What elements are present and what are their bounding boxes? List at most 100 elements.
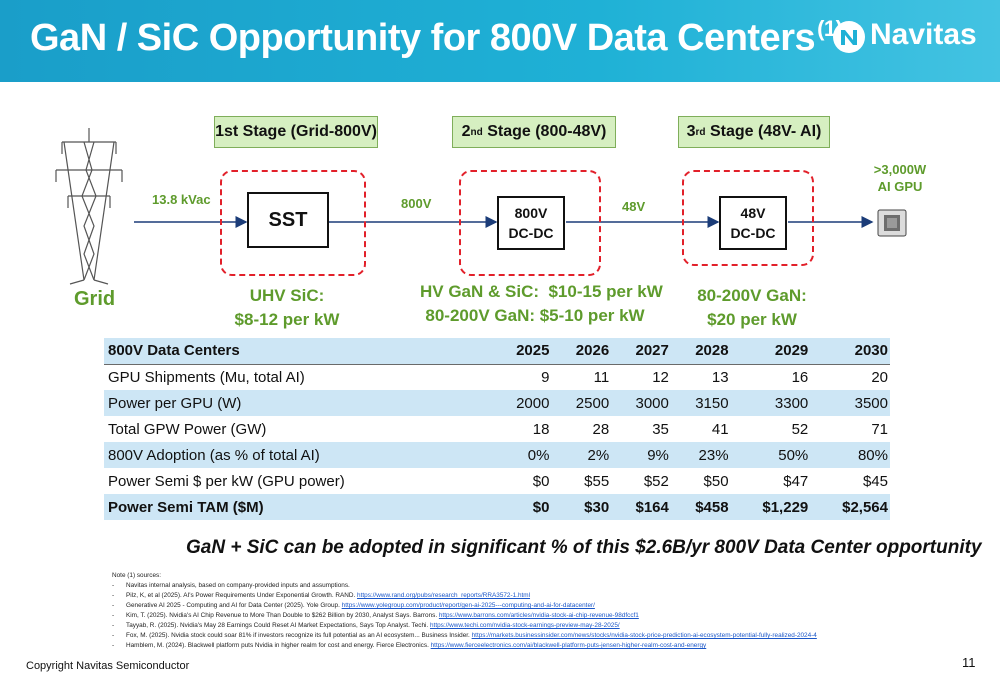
table-cell: 2000	[491, 390, 552, 416]
dc-dc-800v-block: 800V DC-DC	[497, 196, 565, 250]
table-cell: 80%	[810, 442, 890, 468]
stage-3-opportunity-line1: 80-200V GaN:	[697, 286, 807, 305]
dc-dc-48v-line2: DC-DC	[730, 225, 776, 241]
stage-2-ordinal: nd	[470, 126, 483, 138]
note-item: - Fox, M. (2025). Nvidia stock could soar…	[112, 632, 817, 639]
table-cell: $164	[611, 494, 671, 520]
table-cell: 0%	[491, 442, 552, 468]
sst-label: SST	[268, 208, 308, 231]
note-text: Generative AI 2025 - Computing and AI fo…	[126, 602, 342, 609]
stage-2-number: 2	[461, 123, 471, 140]
note-text: Navitas internal analysis, based on comp…	[126, 582, 350, 589]
note-link[interactable]: https://www.yolegroup.com/product/report…	[341, 602, 595, 609]
stage-2-opportunity-line2: 80-200V GaN: $5-10 per kW	[425, 306, 645, 325]
table-cell: 800V Adoption (as % of total AI)	[104, 442, 492, 468]
table-cell: 13	[711, 368, 729, 386]
table-cell: 35	[652, 420, 669, 438]
table-cell: 20	[871, 368, 888, 386]
table-cell: $1,229	[730, 494, 811, 520]
note-item: - Generative AI 2025 - Computing and AI f…	[112, 602, 595, 609]
table-row: GPU Shipments (Mu, total AI) 9 11 12 13 …	[104, 364, 890, 390]
table-cell: $55	[584, 472, 610, 490]
stage-1-label: 1st Stage (Grid-800V)	[214, 116, 378, 148]
table-cell: 41	[711, 420, 729, 438]
stage-1-label-text: 1st Stage (Grid-800V)	[215, 123, 377, 140]
stage-3-label-text: Stage (48V- AI)	[705, 123, 822, 140]
table-header-cell: 2025	[491, 338, 552, 364]
note-text: Kim, T. (2025). Nvidia's AI Chip Revenue…	[126, 612, 439, 619]
note-link[interactable]: https://www.techi.com/nvidia-stock-earni…	[429, 622, 620, 629]
gpu-power-line2: AI GPU	[877, 179, 923, 194]
note-text: Hamblem, M. (2024). Blackwell platform p…	[126, 642, 431, 649]
table-cell: 9	[541, 368, 550, 386]
table-header-cell: 2028	[670, 338, 731, 364]
gpu-power-label: >3,000W AI GPU	[868, 161, 932, 195]
notes-title: Note (1) sources:	[112, 572, 162, 579]
table-cell: $30	[551, 494, 612, 520]
source-notes: Note (1) sources: - Navitas internal anal…	[112, 571, 817, 651]
note-item: - Pilz, K, et al (2025). AI's Power Requi…	[112, 592, 531, 599]
note-link[interactable]: https://www.fierceelectronics.com/ai/bla…	[430, 642, 707, 649]
note-item: - Navitas internal analysis, based on com…	[112, 582, 350, 589]
table-row: Power per GPU (W) 2000 2500 3000 3150 33…	[104, 390, 890, 416]
stage-2-boundary	[459, 170, 601, 276]
stage-3-boundary	[682, 170, 814, 266]
stage-2-opportunity: HV GaN & SiC: $10-15 per kW 80-200V GaN:…	[420, 280, 663, 328]
table-cell: $0	[491, 494, 552, 520]
note-item: - Kim, T. (2025). Nvidia's AI Chip Revenu…	[112, 612, 639, 619]
page-title-text: GaN / SiC Opportunity for 800V Data Cent…	[30, 17, 816, 59]
table-cell: 9%	[611, 442, 671, 468]
gpu-power-line1: >3,000W	[873, 162, 927, 177]
table-total-row: Power Semi TAM ($M) $0 $30 $164 $458 $1,…	[104, 494, 890, 520]
stage-3-number: 3	[686, 123, 696, 140]
dc-dc-800v-line2: DC-DC	[508, 225, 554, 241]
bus-800v-label: 800V	[401, 196, 432, 211]
table-cell: $2,564	[810, 494, 890, 520]
sst-block: SST	[247, 192, 329, 248]
dc-dc-48v-block: 48V DC-DC	[719, 196, 787, 250]
table-cell: $0	[532, 472, 550, 490]
stage-1-opportunity: UHV SiC: $8-12 per kW	[212, 284, 362, 332]
power-flow-diagram	[55, 128, 907, 285]
copyright: Copyright Navitas Semiconductor	[26, 660, 190, 672]
table-header-row: 800V Data Centers 2025 2026 2027 2028 20…	[104, 338, 890, 364]
key-takeaway: GaN + SiC can be adopted in significant …	[186, 537, 982, 558]
note-link[interactable]: https://markets.businessinsider.com/news…	[471, 632, 817, 639]
table-cell: $47	[783, 472, 809, 490]
table-cell: 3150	[670, 390, 731, 416]
grid-label: Grid	[74, 288, 116, 310]
table-cell: 2500	[551, 390, 612, 416]
table-cell: Power Semi $ per kW (GPU power)	[108, 472, 345, 490]
stage-1-opportunity-line1: UHV SiC:	[249, 286, 325, 305]
note-link[interactable]: https://www.rand.org/pubs/research_repor…	[357, 592, 531, 599]
gpu-chip-icon	[877, 209, 907, 237]
dc-dc-800v-line1: 800V	[514, 205, 548, 221]
navitas-logo: Navitas	[832, 18, 982, 62]
table-cell: $458	[670, 494, 731, 520]
table-row: Power Semi $ per kW (GPU power) $0 $55 $…	[104, 468, 890, 494]
stage-2-label-text: Stage (800-48V)	[482, 123, 607, 140]
title-banner: GaN / SiC Opportunity for 800V Data Cent…	[0, 0, 1000, 82]
table-cell: 50%	[730, 442, 811, 468]
page-title: GaN / SiC Opportunity for 800V Data Cent…	[30, 16, 843, 60]
table-header-cell: 2026	[551, 338, 612, 364]
table-cell: 28	[592, 420, 610, 438]
dc-dc-48v-line1: 48V	[740, 205, 766, 221]
table-cell: Power per GPU (W)	[104, 390, 492, 416]
table-header-cell: 2030	[810, 338, 890, 364]
table-cell: Power Semi TAM ($M)	[104, 494, 492, 520]
table-cell: 52	[791, 420, 809, 438]
note-link[interactable]: https://www.barrons.com/articles/nvidia-…	[438, 612, 639, 619]
table-cell: 3000	[611, 390, 671, 416]
page-number: 11	[962, 655, 976, 670]
table-cell: Total GPW Power (GW)	[108, 420, 267, 438]
stage-3-opportunity-line2: $20 per kW	[707, 310, 797, 329]
table-cell: $50	[703, 472, 729, 490]
table-cell: 18	[532, 420, 550, 438]
bus-48v-label: 48V	[622, 199, 646, 214]
table-cell: 3500	[810, 390, 890, 416]
navitas-logo-mark-icon	[833, 21, 865, 53]
table-cell: $45	[862, 472, 888, 490]
table-cell: 16	[791, 368, 809, 386]
